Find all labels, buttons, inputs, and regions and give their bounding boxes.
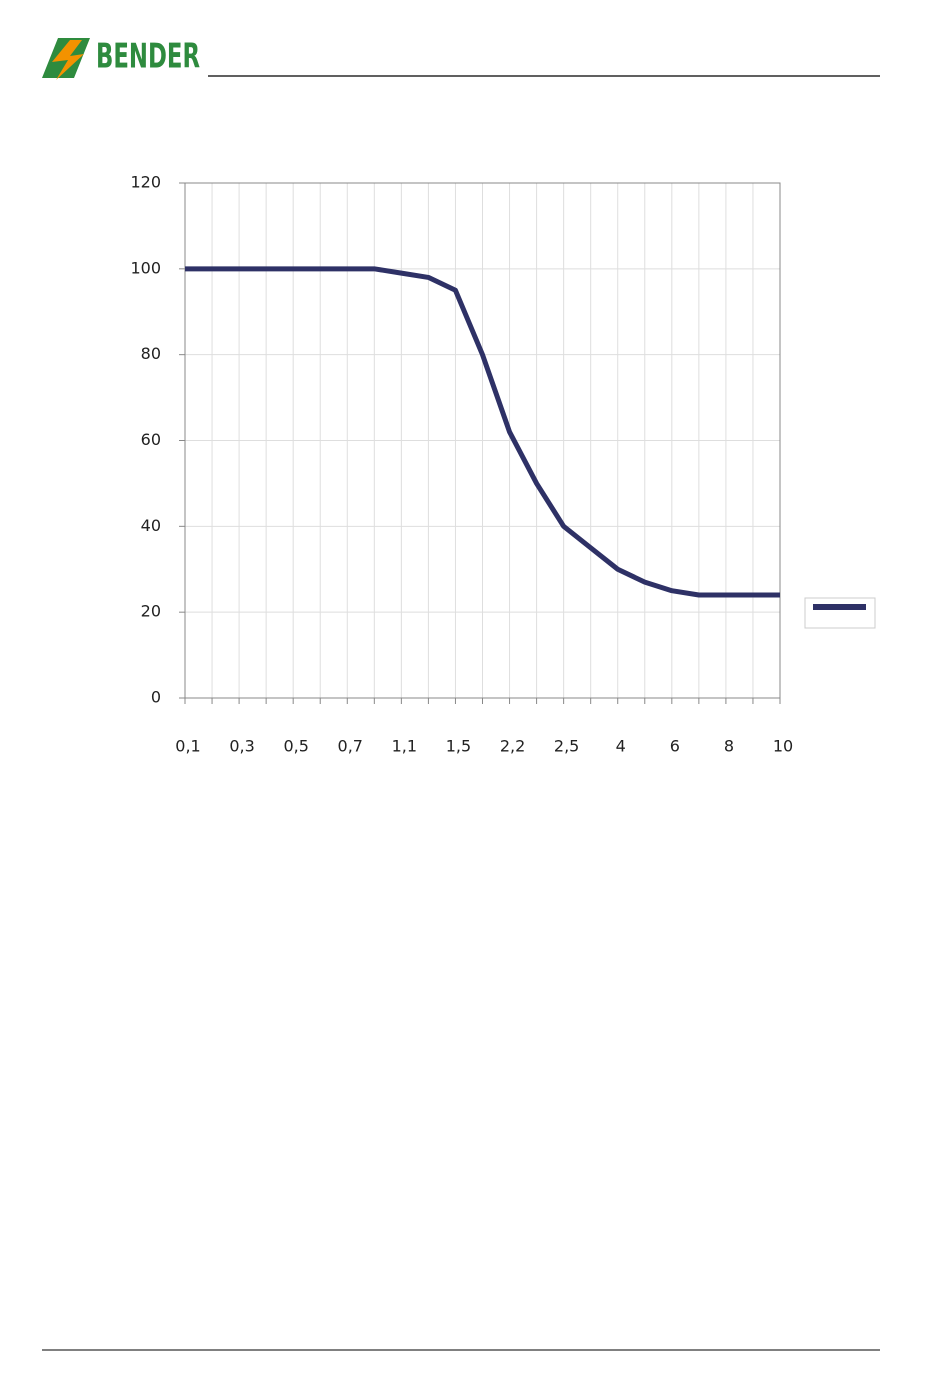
chart: 0,1 0,3 0,5 0,7 1,1 1,5 2,2 2,5 4 6 8 1002040608010… bbox=[130, 173, 793, 756]
x-tick-label: 1,5 bbox=[446, 737, 471, 756]
data-line bbox=[185, 266, 780, 598]
x-tick-label: 0,5 bbox=[283, 737, 308, 756]
x-tick-label: 10 bbox=[773, 737, 793, 756]
x-tick-label: 0,1 bbox=[175, 737, 200, 756]
x-tick-label: 1,1 bbox=[392, 737, 417, 756]
x-tick-label: 0,7 bbox=[338, 737, 363, 756]
y-tick-label: 20 bbox=[141, 602, 161, 621]
x-tick-label: 2,5 bbox=[554, 737, 579, 756]
logo-bolt bbox=[52, 40, 84, 80]
y-tick-label: 0 bbox=[151, 688, 161, 707]
logo-text: BENDER bbox=[96, 37, 200, 77]
y-tick-label: 100 bbox=[130, 258, 161, 277]
y-tick-label: 80 bbox=[141, 344, 161, 363]
x-tick-label: 6 bbox=[670, 737, 680, 756]
logo: BENDER bbox=[42, 37, 200, 80]
y-tick-label: 120 bbox=[130, 173, 161, 192]
y-tick-label: 40 bbox=[141, 516, 161, 535]
legend-box bbox=[804, 597, 876, 629]
x-tick-label: 8 bbox=[724, 737, 734, 756]
plot-frame bbox=[184, 182, 781, 699]
x-tick-label: 4 bbox=[616, 737, 626, 756]
x-tick-label: 0,3 bbox=[229, 737, 254, 756]
y-tick-label: 60 bbox=[141, 430, 161, 449]
x-tick-label: 2,2 bbox=[500, 737, 525, 756]
